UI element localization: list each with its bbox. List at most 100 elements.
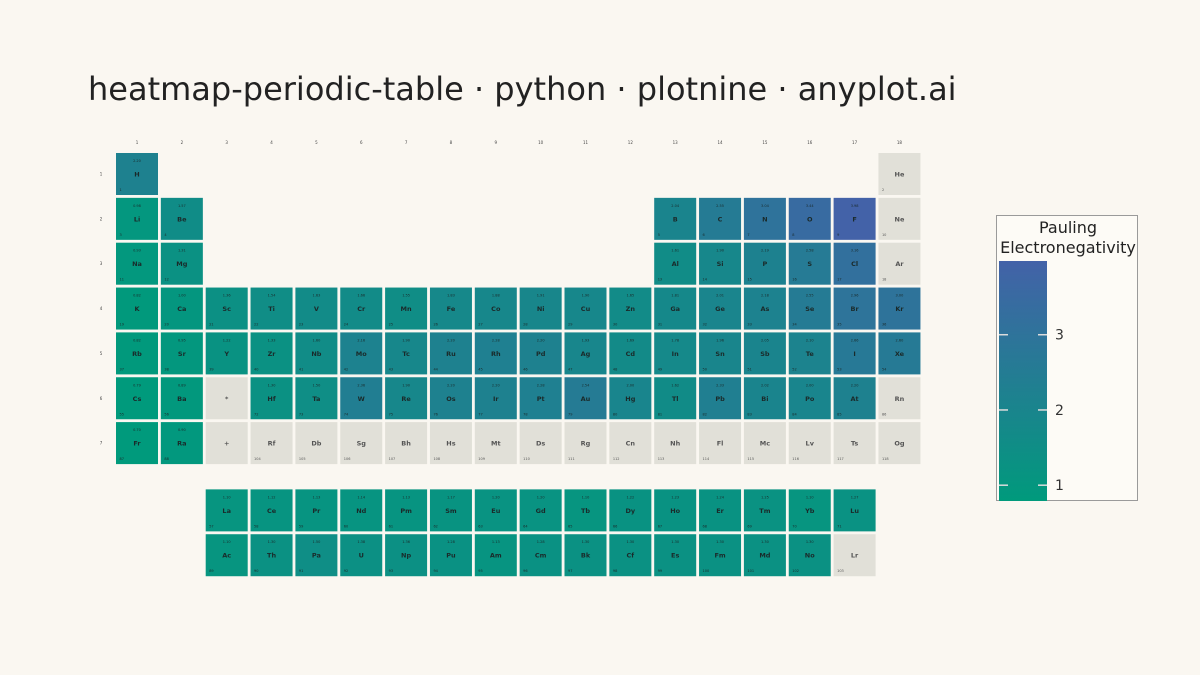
element-cell [295,377,338,420]
element-cell [699,489,742,532]
element-cell [385,332,428,375]
group-label: 12 [628,140,634,145]
element-symbol: Ir [493,395,499,403]
element-cell [833,242,876,285]
element-symbol: Tc [402,350,410,358]
element-cell [474,377,517,420]
element-cell [878,422,921,465]
element-symbol: Ho [670,507,680,515]
atomic-number: 103 [837,569,844,573]
atomic-number: 98 [613,569,617,573]
element-cell [654,287,697,330]
element-symbol: At [851,395,859,403]
element-symbol: Ar [895,260,904,268]
element-cell [699,534,742,577]
electronegativity-value: 1.60 [313,338,321,342]
colorbar-legend: Pauling Electronegativity 1 2 3 [996,215,1138,501]
electronegativity-value: 1.13 [402,495,410,499]
element-symbol: Cd [626,350,636,358]
electronegativity-value: 2.54 [582,383,591,387]
element-cell [385,377,428,420]
electronegativity-value: 1.10 [582,495,590,499]
atomic-number: 32 [703,323,707,327]
electronegativity-value: 2.00 [806,383,814,387]
element-symbol: Al [672,260,679,268]
element-cell [564,287,607,330]
electronegativity-value: 1.10 [223,495,231,499]
element-symbol: + [224,440,229,448]
element-symbol: He [895,171,905,179]
element-cell [609,332,652,375]
element-cell [743,287,786,330]
atomic-number: 107 [389,457,396,461]
electronegativity-value: 2.19 [761,249,769,253]
atomic-number: 102 [792,569,799,573]
element-cell [743,242,786,285]
period-label: 7 [100,441,103,446]
electronegativity-value: 2.28 [537,383,545,387]
element-cell [519,377,562,420]
element-symbol: Rg [581,440,591,448]
element-symbol: Lr [851,552,859,560]
element-symbol: Sr [178,350,187,358]
atomic-number: 109 [478,457,485,461]
electronegativity-value: 1.66 [357,294,365,298]
atomic-number: 9 [837,233,839,237]
colorbar-title-line1: Pauling [1038,218,1098,237]
atomic-number: 74 [344,412,349,416]
group-label: 14 [718,140,724,145]
electronegativity-value: 1.69 [626,338,634,342]
periodic-table-heatmap: 1 2 3 4 5 6 7 8 9 10 11 12 13 14 15 16 17 181234567H2.201… [100,140,921,577]
atomic-number: 53 [837,367,841,371]
electronegativity-value: 1.13 [313,495,321,499]
atomic-number: 116 [792,457,799,461]
electronegativity-value: 2.28 [492,338,500,342]
element-symbol: Sm [445,507,457,515]
electronegativity-value: 1.93 [582,338,590,342]
atomic-number: 89 [209,569,213,573]
element-cell [788,242,831,285]
electronegativity-value: 2.36 [357,383,365,387]
element-symbol: Bk [581,552,591,560]
element-symbol: Sb [760,350,770,358]
electronegativity-value: 0.70 [133,428,141,432]
atomic-number: 60 [344,524,348,528]
element-cell [385,534,428,577]
atomic-number: 2 [882,188,884,192]
element-cell [788,197,831,240]
element-symbol: Ge [715,305,725,313]
element-symbol: Md [759,552,770,560]
electronegativity-value: 3.04 [761,204,770,208]
element-symbol: Mn [401,305,412,313]
electronegativity-value: 0.90 [178,428,186,432]
element-symbol: Ag [581,350,591,358]
element-symbol: Ti [268,305,275,313]
element-symbol: K [134,305,140,313]
element-cell [564,422,607,465]
electronegativity-value: 1.36 [402,540,410,544]
electronegativity-value: 2.05 [761,338,769,342]
atomic-number: 110 [523,457,530,461]
element-symbol: Pb [715,395,725,403]
atomic-number: 69 [747,524,751,528]
element-symbol: B [673,215,678,223]
group-label: 5 [315,140,318,145]
atomic-number: 35 [837,323,841,327]
element-cell [878,242,921,285]
element-cell [609,489,652,532]
element-symbol: Ce [267,507,277,515]
element-symbol: H [134,171,139,179]
element-cell [160,242,203,285]
electronegativity-value: 1.24 [716,495,725,499]
electronegativity-value: 1.96 [716,338,724,342]
element-symbol: I [853,350,855,358]
element-cell [429,377,472,420]
atomic-number: 112 [613,457,620,461]
atomic-number: 80 [613,412,617,416]
atomic-number: 48 [613,367,617,371]
atomic-number: 65 [568,524,572,528]
electronegativity-value: 2.20 [851,383,859,387]
element-cell [250,332,293,375]
element-cell [833,287,876,330]
atomic-number: 86 [882,412,886,416]
